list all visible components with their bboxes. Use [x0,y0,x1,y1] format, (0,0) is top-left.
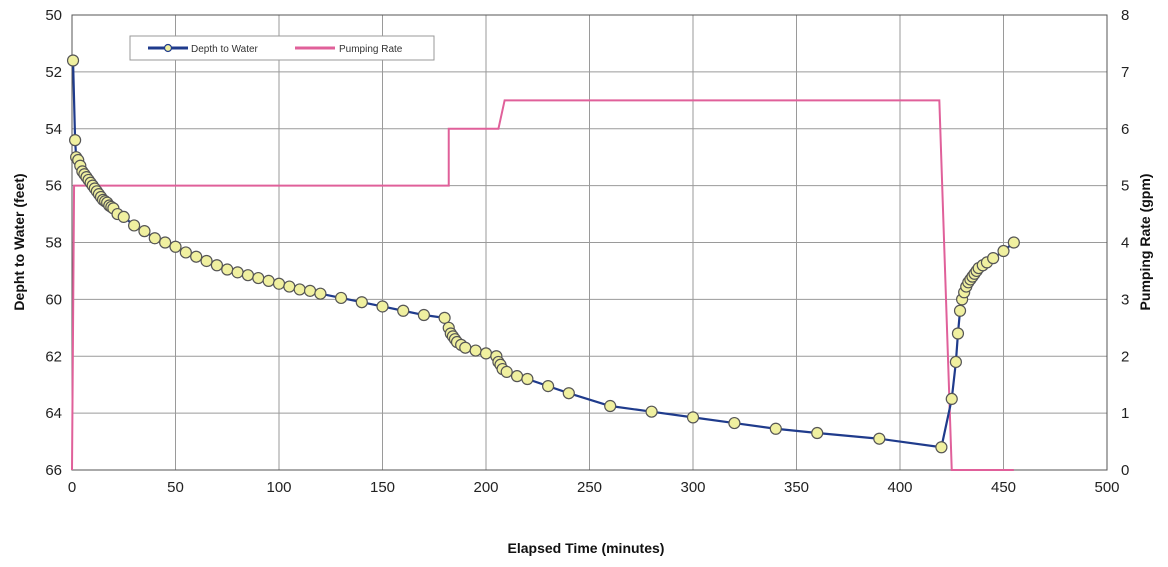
depth-data-point [945,392,958,406]
depth-data-point [66,54,80,67]
legend-pumping-label: Pumping Rate [339,44,403,55]
depth-data-point [262,274,275,287]
y-right-tick-label: 2 [1121,348,1129,365]
depth-data-point [949,355,962,369]
depth-data-point [221,263,234,276]
legend: Depth to Water Pumping Rate [129,35,435,61]
y-right-tick-label: 1 [1121,405,1129,422]
depth-data-point [562,387,575,400]
y-left-tick-label: 58 [45,235,62,252]
depth-data-point [604,399,617,413]
y-right-tick-label: 0 [1121,462,1129,479]
y-right-tick-label: 7 [1121,64,1129,81]
x-tick-label: 0 [68,479,76,496]
x-tick-label: 450 [991,479,1016,496]
depth-data-point [272,277,286,290]
y-right-tick-label: 4 [1121,235,1129,252]
depth-data-point [935,441,948,454]
depth-data-point [728,416,741,430]
x-tick-label: 200 [473,479,498,496]
depth-data-point [190,250,203,263]
legend-depth-marker [163,43,173,53]
y-left-axis-title: Depht to Water (feet) [11,173,27,310]
depth-data-point [179,246,192,259]
depth-data-point [69,134,82,147]
y-left-tick-label: 60 [45,291,62,308]
y-right-tick-label: 6 [1121,121,1129,138]
depth-data-point [252,271,265,285]
depth-data-point [335,291,348,305]
y-right-axis-title: Pumping Rate (gpm) [1137,174,1153,311]
legend-depth-label: Depth to Water [191,44,259,55]
depth-data-point [293,283,306,296]
x-axis-title: Elapsed Time (minutes) [508,540,665,556]
y-right-tick-label: 5 [1121,178,1129,195]
y-left-tick-label: 52 [45,64,62,81]
depth-data-point [283,280,296,293]
depth-data-point [769,422,782,435]
depth-data-point [469,344,482,357]
depth-data-point [355,296,368,309]
y-left-tick-label: 56 [45,178,62,195]
depth-data-point [521,372,534,386]
depth-data-point [873,432,886,445]
x-tick-label: 150 [370,479,395,496]
depth-data-point [987,252,1000,265]
x-tick-label: 350 [784,479,809,496]
depth-data-point [1007,236,1020,249]
depth-data-point [128,219,141,232]
y-left-tick-label: 66 [45,462,62,479]
depth-data-point [686,411,700,424]
y-right-tick-label: 3 [1121,291,1129,308]
x-tick-label: 250 [577,479,602,496]
depth-data-point [997,244,1010,258]
depth-data-point [159,236,172,249]
depth-data-point [500,365,513,378]
plot-area-frame [71,14,1108,471]
depth-data-point [148,232,161,245]
y-left-tick-label: 62 [45,348,62,365]
depth-data-point [210,259,223,272]
depth-data-point [811,426,824,440]
depth-data-point [417,308,430,322]
x-tick-label: 50 [167,479,184,496]
depth-data-point [541,380,555,393]
depth-data-point [397,304,410,317]
depth-data-point [438,311,451,324]
depth-data-point [951,327,965,340]
depth-data-point [376,300,389,313]
depth-data-point [953,304,967,317]
depth-data-point [231,266,244,279]
y-left-tick-label: 54 [45,121,62,138]
y-left-tick-label: 50 [45,7,62,24]
depth-data-point [200,254,213,268]
depth-data-point [314,287,327,300]
x-tick-label: 100 [266,479,291,496]
depth-data-point [479,347,493,360]
depth-data-point [241,269,255,282]
x-tick-label: 300 [680,479,705,496]
tick-labels: 0 50 100 150 200 250 300 350 400 450 5005052545658… [45,7,1129,496]
depth-data-point [117,210,130,224]
series-line-pumping-rate [71,99,1014,471]
y-right-tick-label: 8 [1121,7,1129,24]
depth-data-point [303,284,317,297]
x-tick-label: 500 [1094,479,1119,496]
depth-data-point [459,341,472,354]
depth-data-point [169,240,182,253]
x-tick-label: 400 [887,479,912,496]
depth-data-point [510,370,524,383]
depth-data-point [645,405,658,418]
y-left-tick-label: 64 [45,405,62,422]
depth-data-point [138,225,151,238]
series-layer [66,54,1020,471]
